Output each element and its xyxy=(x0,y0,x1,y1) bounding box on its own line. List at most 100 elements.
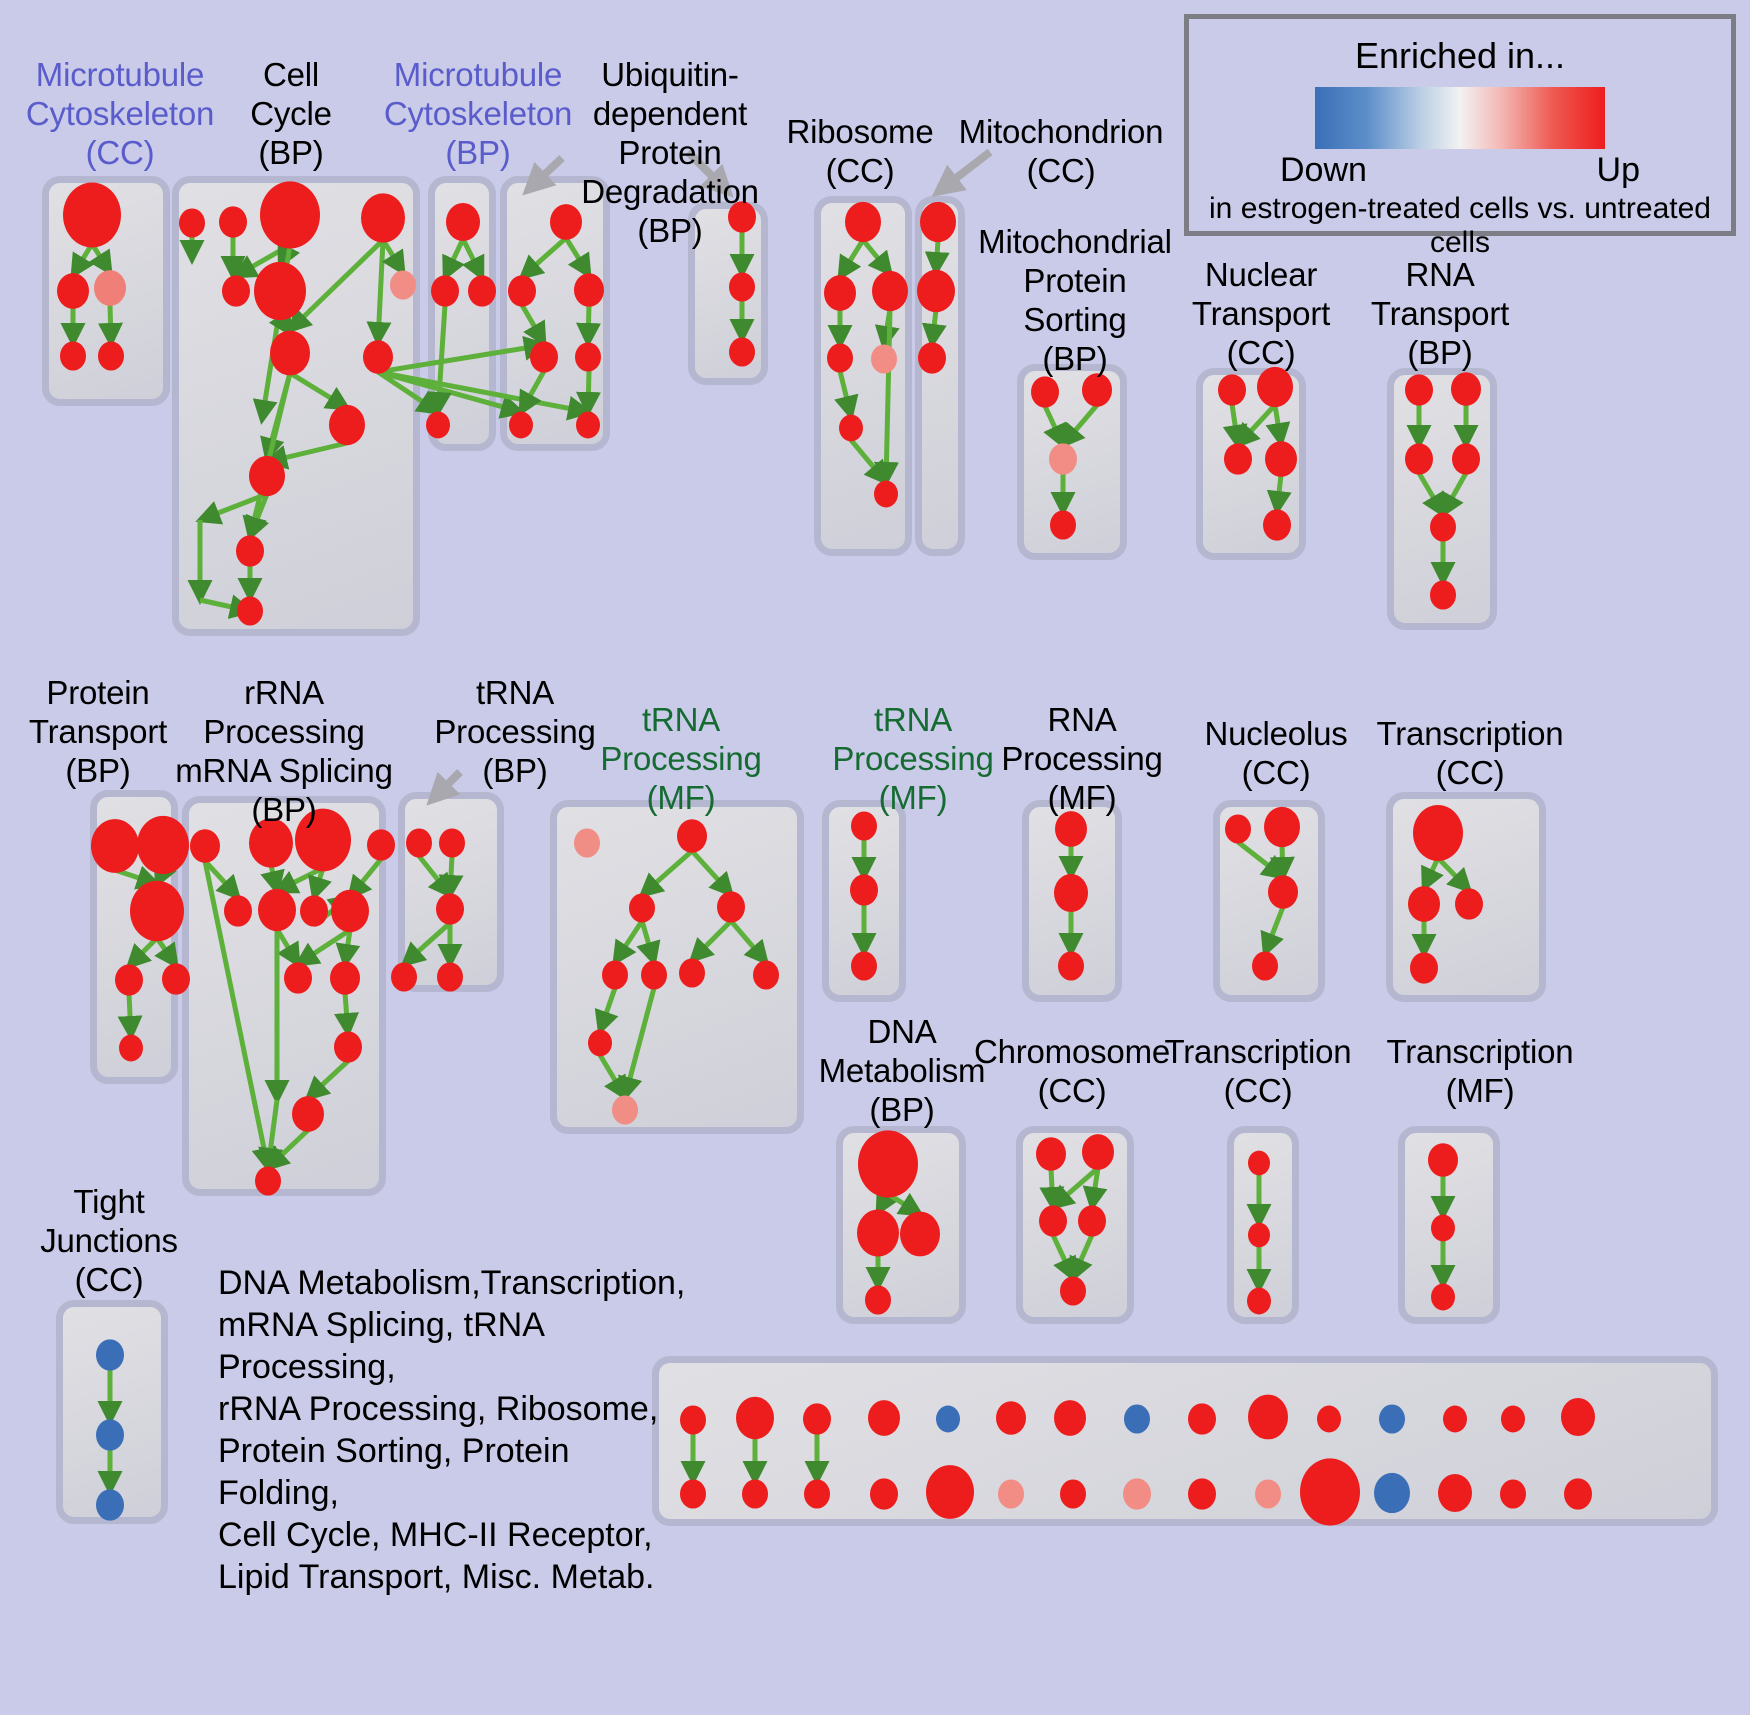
gene-node[interactable] xyxy=(677,819,707,853)
gene-node[interactable] xyxy=(588,1029,612,1057)
gene-node[interactable] xyxy=(1188,1403,1216,1435)
gene-node[interactable] xyxy=(729,337,755,367)
gene-node[interactable] xyxy=(742,1479,768,1509)
gene-node[interactable] xyxy=(1410,952,1438,984)
gene-node[interactable] xyxy=(1317,1405,1341,1433)
gene-node[interactable] xyxy=(431,275,459,307)
gene-node[interactable] xyxy=(330,961,360,995)
gene-node[interactable] xyxy=(1430,580,1456,610)
gene-node[interactable] xyxy=(270,330,310,376)
gene-node[interactable] xyxy=(804,1479,830,1509)
gene-node[interactable] xyxy=(850,874,878,906)
gene-node[interactable] xyxy=(1078,1205,1106,1237)
gene-node[interactable] xyxy=(179,208,205,238)
gene-node[interactable] xyxy=(1443,1405,1467,1433)
gene-node[interactable] xyxy=(998,1479,1024,1509)
gene-node[interactable] xyxy=(1257,366,1293,408)
gene-node[interactable] xyxy=(1247,1287,1271,1315)
gene-node[interactable] xyxy=(1452,443,1480,475)
gene-node[interactable] xyxy=(219,206,247,238)
gene-node[interactable] xyxy=(426,411,450,439)
gene-node[interactable] xyxy=(1451,372,1481,406)
gene-node[interactable] xyxy=(96,1419,124,1451)
gene-node[interactable] xyxy=(575,342,601,372)
gene-node[interactable] xyxy=(530,341,558,373)
gene-node[interactable] xyxy=(1408,886,1440,922)
gene-node[interactable] xyxy=(918,342,946,374)
gene-node[interactable] xyxy=(300,895,328,927)
gene-node[interactable] xyxy=(1218,374,1246,406)
gene-node[interactable] xyxy=(119,1034,143,1062)
gene-node[interactable] xyxy=(1374,1472,1410,1514)
gene-node[interactable] xyxy=(1455,888,1483,920)
gene-node[interactable] xyxy=(334,1031,362,1063)
gene-node[interactable] xyxy=(57,273,89,309)
gene-node[interactable] xyxy=(1268,875,1298,909)
gene-node[interactable] xyxy=(367,829,395,861)
gene-node[interactable] xyxy=(1405,443,1433,475)
gene-node[interactable] xyxy=(1060,1276,1086,1306)
gene-node[interactable] xyxy=(839,414,863,442)
gene-node[interactable] xyxy=(361,193,405,243)
gene-node[interactable] xyxy=(1248,1222,1270,1248)
gene-node[interactable] xyxy=(920,201,956,243)
cluster-box-mitochondrion-cc[interactable] xyxy=(915,196,965,556)
gene-node[interactable] xyxy=(1428,1143,1458,1177)
gene-node[interactable] xyxy=(508,275,536,307)
gene-node[interactable] xyxy=(1252,951,1278,981)
gene-node[interactable] xyxy=(641,960,667,990)
gene-node[interactable] xyxy=(576,411,600,439)
gene-node[interactable] xyxy=(295,808,351,872)
gene-node[interactable] xyxy=(406,828,432,858)
gene-node[interactable] xyxy=(222,275,250,307)
cluster-box-misc-pooled-cluster[interactable] xyxy=(652,1356,1718,1526)
gene-node[interactable] xyxy=(468,275,496,307)
gene-node[interactable] xyxy=(753,960,779,990)
gene-node[interactable] xyxy=(1050,510,1076,540)
gene-node[interactable] xyxy=(258,888,296,932)
gene-node[interactable] xyxy=(1082,373,1112,407)
gene-node[interactable] xyxy=(60,341,86,371)
gene-node[interactable] xyxy=(851,811,877,841)
gene-node[interactable] xyxy=(1438,1473,1472,1513)
gene-node[interactable] xyxy=(729,272,755,302)
gene-node[interactable] xyxy=(284,962,312,994)
gene-node[interactable] xyxy=(137,815,189,875)
gene-node[interactable] xyxy=(391,962,417,992)
gene-node[interactable] xyxy=(91,819,139,873)
gene-node[interactable] xyxy=(736,1396,774,1440)
gene-node[interactable] xyxy=(1431,1283,1455,1311)
gene-node[interactable] xyxy=(936,1405,960,1433)
gene-node[interactable] xyxy=(439,828,465,858)
gene-node[interactable] xyxy=(851,951,877,981)
gene-node[interactable] xyxy=(260,181,320,249)
gene-node[interactable] xyxy=(1225,814,1251,844)
gene-node[interactable] xyxy=(1413,805,1463,861)
gene-node[interactable] xyxy=(63,182,121,248)
gene-node[interactable] xyxy=(824,275,856,311)
gene-node[interactable] xyxy=(871,344,897,374)
gene-node[interactable] xyxy=(249,818,293,868)
gene-node[interactable] xyxy=(254,261,306,321)
gene-node[interactable] xyxy=(1300,1458,1360,1526)
gene-node[interactable] xyxy=(224,895,252,927)
gene-node[interactable] xyxy=(1564,1478,1592,1510)
gene-node[interactable] xyxy=(190,829,220,863)
gene-node[interactable] xyxy=(1264,806,1300,848)
gene-node[interactable] xyxy=(436,893,464,925)
gene-node[interactable] xyxy=(1430,512,1456,542)
gene-node[interactable] xyxy=(363,340,393,374)
gene-node[interactable] xyxy=(1082,1134,1114,1170)
gene-node[interactable] xyxy=(437,962,463,992)
gene-node[interactable] xyxy=(509,411,533,439)
gene-node[interactable] xyxy=(1031,376,1059,408)
gene-node[interactable] xyxy=(1405,374,1433,406)
gene-node[interactable] xyxy=(1255,1479,1281,1509)
gene-node[interactable] xyxy=(130,880,184,942)
gene-node[interactable] xyxy=(803,1403,831,1435)
gene-node[interactable] xyxy=(917,269,955,313)
gene-node[interactable] xyxy=(1054,1400,1086,1436)
gene-node[interactable] xyxy=(717,891,745,923)
gene-node[interactable] xyxy=(827,343,853,373)
gene-node[interactable] xyxy=(872,270,908,312)
